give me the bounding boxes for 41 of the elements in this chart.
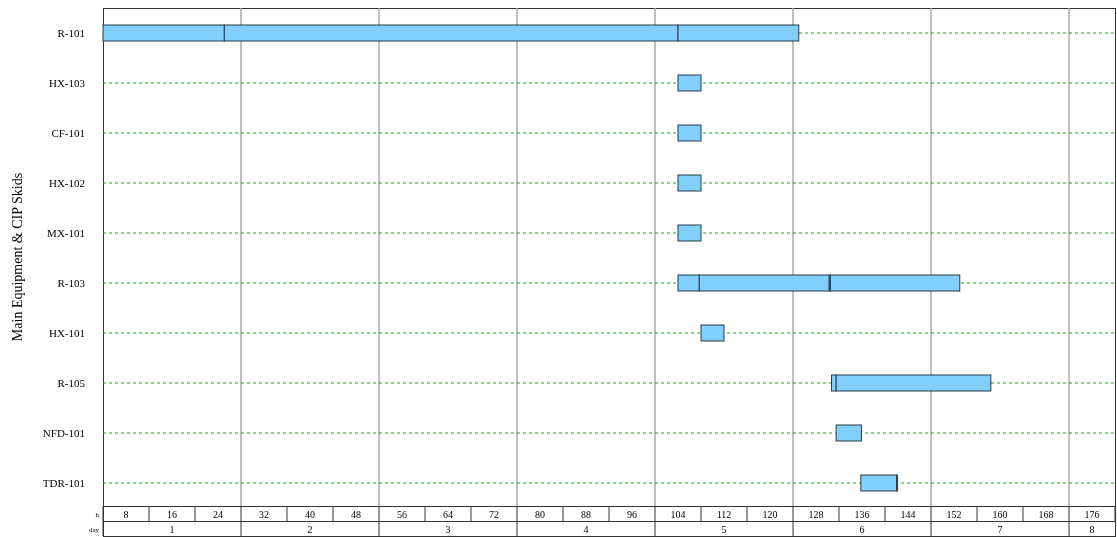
x2-tick-label: 2	[307, 523, 313, 535]
x-tick-label: 160	[992, 508, 1008, 520]
x-tick-label: 32	[259, 508, 269, 520]
x-tick-label: 80	[535, 508, 545, 520]
y-tick-label: CF-101	[51, 127, 85, 139]
y-tick-label: TDR-101	[42, 477, 85, 489]
x2-tick-label: 3	[445, 523, 451, 535]
x2-tick-label: 7	[997, 523, 1003, 535]
x-tick-label: 168	[1038, 508, 1054, 520]
y-axis-title: Main Equipment & CIP Skids	[10, 172, 25, 342]
x2-tick-label: 8	[1089, 523, 1095, 535]
x-tick-label: 96	[627, 508, 637, 520]
x-tick-label: 72	[489, 508, 499, 520]
x-tick-label: 24	[213, 508, 223, 520]
x-tick-label: 136	[854, 508, 870, 520]
x-tick-label: 104	[670, 508, 686, 520]
y-tick-label: HX-102	[48, 177, 85, 189]
x2-tick-label: 4	[583, 523, 589, 535]
x-tick-label: 56	[397, 508, 407, 520]
x-tick-label: 16	[167, 508, 177, 520]
y-tick-label: MX-101	[47, 227, 85, 239]
x-tick-label: 120	[762, 508, 778, 520]
y-tick-label: R-103	[57, 277, 86, 289]
x2-tick-label: 1	[169, 523, 175, 535]
x-tick-label: 144	[900, 508, 916, 520]
x-tick-label: 8	[123, 508, 129, 520]
x-tick-label: 152	[946, 508, 962, 520]
x-tick-label: 64	[443, 508, 453, 520]
y-tick-label: HX-103	[48, 77, 86, 89]
y-tick-label: HX-101	[48, 327, 85, 339]
y-tick-label: R-105	[57, 377, 86, 389]
x-tick-label: 112	[716, 508, 732, 520]
y-tick-label: NFD-101	[42, 427, 85, 439]
x-tick-label: 48	[351, 508, 361, 520]
x-tick-label: 176	[1084, 508, 1100, 520]
x-tick-label: 128	[808, 508, 824, 520]
x-tick-label: 40	[305, 508, 315, 520]
y-tick-label: R-101	[57, 27, 85, 39]
x-tick-label: 88	[581, 508, 591, 520]
x2-tick-label: 6	[859, 523, 865, 535]
x2-tick-label: 5	[721, 523, 727, 535]
